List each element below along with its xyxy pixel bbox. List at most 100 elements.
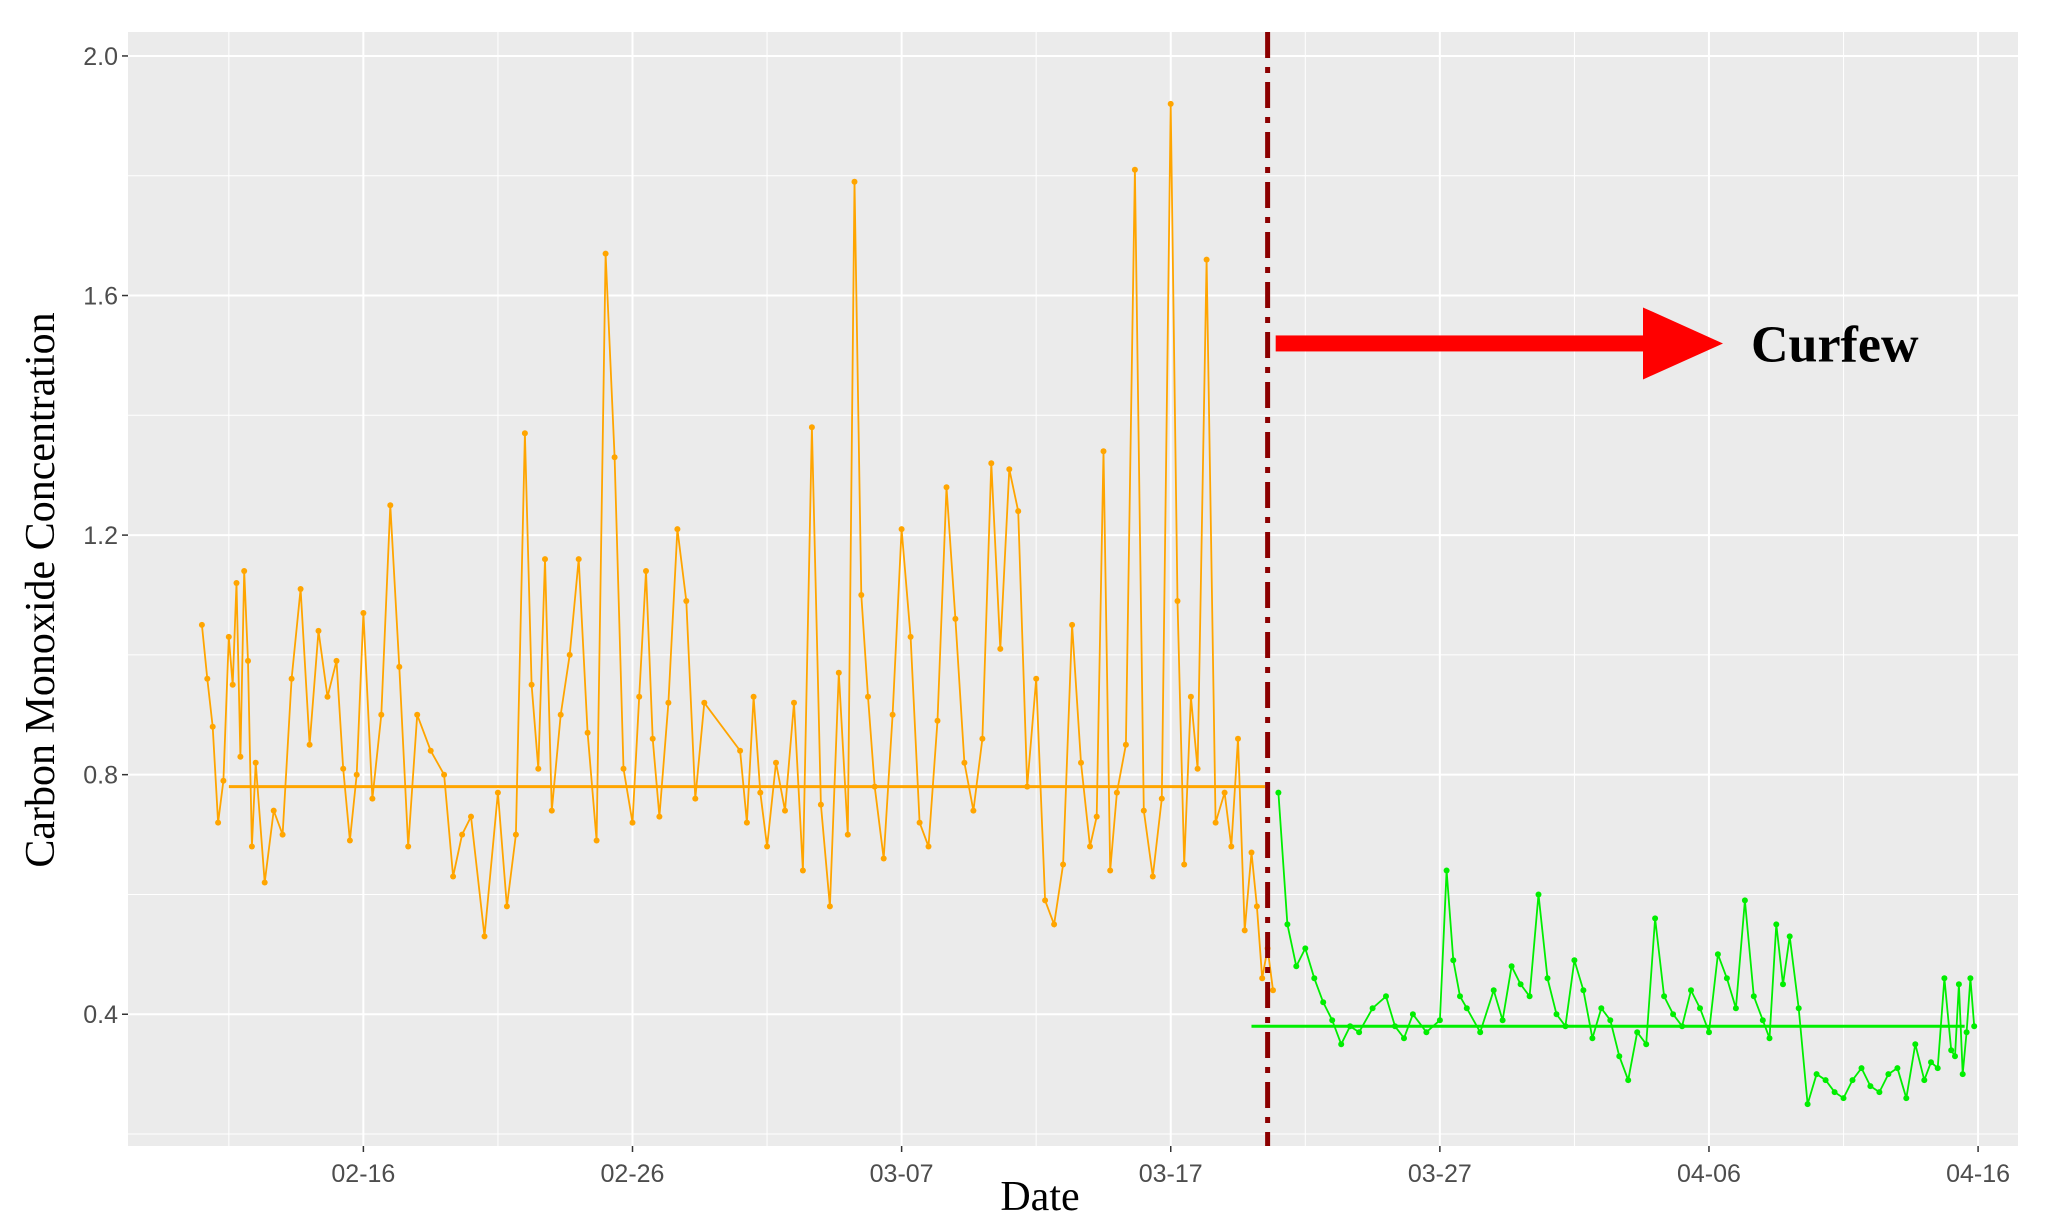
data-point [1450, 957, 1457, 964]
data-point [535, 765, 542, 772]
data-point [916, 819, 923, 826]
data-point [602, 250, 609, 257]
y-axis-title: Carbon Monoxide Concentration [18, 312, 64, 867]
data-point [1535, 891, 1542, 898]
x-tick-label: 04-16 [1946, 1160, 2010, 1188]
data-point [1194, 765, 1201, 772]
data-point [808, 424, 815, 431]
data-point [656, 813, 663, 820]
data-point [757, 789, 764, 796]
data-point [692, 795, 699, 802]
data-point [1894, 1065, 1901, 1072]
data-point [346, 837, 353, 844]
data-point [799, 867, 806, 874]
data-point [1867, 1083, 1874, 1090]
data-point [1401, 1035, 1407, 1042]
data-point [1490, 987, 1497, 994]
data-point [1284, 921, 1291, 928]
data-point [1409, 1011, 1416, 1018]
data-point [858, 592, 865, 598]
data-point [333, 657, 340, 664]
data-point [1912, 1041, 1919, 1048]
data-point [1069, 621, 1076, 628]
data-point [1607, 1017, 1614, 1024]
data-point [1241, 927, 1248, 934]
data-point [1921, 1077, 1928, 1084]
data-point [1759, 1017, 1766, 1024]
data-point [1174, 598, 1181, 604]
data-point [512, 831, 519, 838]
data-point [1093, 813, 1100, 820]
curfew-label: Curfew [1751, 316, 1919, 373]
data-point [961, 759, 968, 766]
data-point [1100, 448, 1107, 455]
data-point [1941, 975, 1948, 982]
data-point [1786, 933, 1793, 940]
data-point [1457, 993, 1463, 1000]
data-point [584, 729, 591, 736]
data-point [1006, 466, 1013, 473]
y-tick-label: 0.4 [83, 1001, 118, 1029]
data-point [427, 747, 434, 754]
data-point [1741, 897, 1748, 904]
data-point [1517, 981, 1524, 988]
data-point [1971, 1023, 1978, 1030]
x-tick-label: 02-26 [601, 1160, 665, 1188]
y-tick-label: 2.0 [83, 43, 118, 71]
data-point [1634, 1029, 1641, 1036]
data-point [1033, 675, 1040, 682]
data-point [1228, 843, 1235, 850]
data-point [683, 598, 690, 604]
data-point [324, 693, 331, 700]
data-point [1750, 993, 1757, 1000]
data-point [1329, 1017, 1336, 1024]
data-point [1302, 945, 1309, 952]
grid-layer [128, 32, 2018, 1146]
data-point [369, 795, 376, 802]
data-point [1903, 1095, 1910, 1102]
y-tick-label: 1.6 [83, 283, 118, 311]
data-point [1158, 795, 1165, 802]
data-point [649, 735, 656, 742]
data-point [1187, 693, 1194, 700]
data-point [1463, 1005, 1470, 1012]
data-point [209, 723, 216, 730]
data-point [1140, 807, 1147, 814]
data-point [1580, 987, 1587, 994]
data-point [851, 178, 858, 185]
data-point [481, 933, 488, 940]
data-point [1822, 1077, 1829, 1084]
data-point [1436, 1017, 1443, 1024]
data-point [1934, 1065, 1941, 1072]
data-point [1443, 867, 1450, 874]
data-point [835, 669, 842, 676]
data-point [764, 843, 771, 850]
x-axis-title: Date [1000, 1174, 1079, 1220]
data-point [405, 843, 412, 850]
data-point [1589, 1035, 1596, 1042]
data-point [925, 843, 932, 850]
data-point [1499, 1017, 1506, 1024]
data-point [1955, 981, 1962, 988]
data-point [1508, 963, 1515, 970]
data-point [665, 699, 672, 706]
data-point [1235, 735, 1241, 742]
data-point [1959, 1071, 1966, 1078]
data-point [1113, 789, 1120, 796]
data-point [566, 651, 573, 658]
data-point [279, 831, 286, 838]
data-point [1259, 975, 1266, 982]
x-tick-label: 04-06 [1677, 1160, 1741, 1188]
data-point [233, 580, 240, 586]
data-point [528, 681, 535, 688]
data-point [1477, 1029, 1484, 1036]
data-point [215, 819, 222, 826]
data-point [1015, 508, 1022, 515]
data-point [1253, 903, 1260, 910]
data-point [1320, 999, 1327, 1006]
data-point [441, 771, 448, 778]
data-point [880, 855, 887, 862]
y-tick-label: 0.8 [83, 762, 118, 790]
data-point [1107, 867, 1114, 874]
